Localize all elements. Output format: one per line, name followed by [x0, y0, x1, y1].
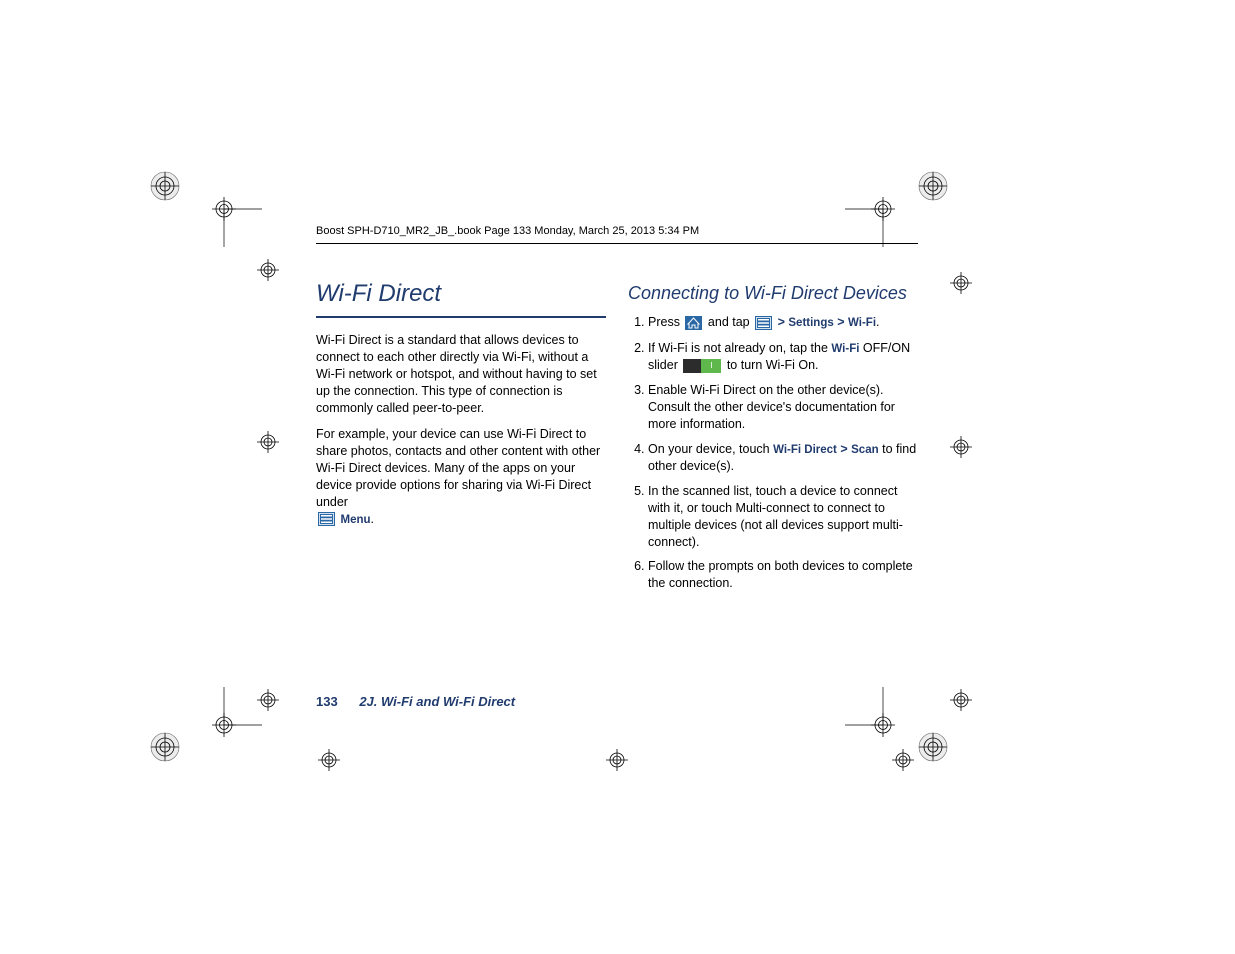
step2-c: to turn Wi-Fi On. [727, 358, 819, 372]
step4-b: > [840, 442, 851, 456]
footer-title: 2J. Wi-Fi and Wi-Fi Direct [359, 694, 515, 709]
registration-mark [309, 740, 349, 780]
step1-b: and tap [708, 315, 753, 329]
step1-settings: Settings [788, 317, 833, 329]
step2-a: If Wi-Fi is not already on, tap the [648, 341, 831, 355]
step1-d: > [837, 315, 848, 329]
title-underline [316, 316, 606, 318]
registration-mark [941, 680, 981, 720]
registration-mark [941, 427, 981, 467]
sub-title: Connecting to Wi-Fi Direct Devices [628, 283, 918, 304]
menu-label: Menu [340, 514, 370, 526]
registration-mark [248, 680, 288, 720]
content-area: Wi-Fi Direct Wi-Fi Direct is a standard … [316, 280, 918, 600]
step-4: On your device, touch Wi-Fi Direct > Sca… [648, 441, 918, 475]
step4-a: On your device, touch [648, 442, 773, 456]
step2-wifi: Wi-Fi [831, 343, 859, 355]
registration-mark [843, 685, 923, 765]
left-column: Wi-Fi Direct Wi-Fi Direct is a standard … [316, 280, 606, 600]
registration-mark [145, 166, 185, 206]
registration-mark [184, 685, 264, 765]
registration-mark [913, 727, 953, 767]
menu-icon-2 [755, 316, 772, 330]
registration-mark [597, 740, 637, 780]
section-title: Wi-Fi Direct [316, 280, 606, 310]
paragraph-example-a: For example, your device can use Wi-Fi D… [316, 427, 600, 509]
paragraph-example-b: . [371, 512, 374, 526]
registration-mark [184, 169, 264, 249]
paragraph-example: For example, your device can use Wi-Fi D… [316, 426, 606, 528]
slider-on: I [701, 359, 721, 373]
steps-list: Press and tap > Settings > Wi-Fi. If Wi-… [628, 314, 918, 592]
paragraph-intro: Wi-Fi Direct is a standard that allows d… [316, 332, 606, 416]
right-column: Connecting to Wi-Fi Direct Devices Press… [628, 280, 918, 600]
step1-c: > [778, 315, 789, 329]
menu-icon [318, 512, 335, 526]
slider-icon: I [683, 359, 721, 373]
footer: 133 2J. Wi-Fi and Wi-Fi Direct [316, 694, 515, 709]
step1-wifi: Wi-Fi [848, 317, 876, 329]
step1-a: Press [648, 315, 683, 329]
registration-mark [145, 727, 185, 767]
registration-mark [941, 263, 981, 303]
registration-mark [843, 169, 923, 249]
registration-mark [883, 740, 923, 780]
registration-mark [248, 422, 288, 462]
step1-e: . [876, 315, 879, 329]
step-3: Enable Wi-Fi Direct on the other device(… [648, 382, 918, 433]
step4-wfd: Wi-Fi Direct [773, 444, 837, 456]
step-1: Press and tap > Settings > Wi-Fi. [648, 314, 918, 332]
header-path: Boost SPH-D710_MR2_JB_.book Page 133 Mon… [316, 225, 699, 237]
registration-mark [913, 166, 953, 206]
step-5: In the scanned list, touch a device to c… [648, 483, 918, 551]
registration-mark [248, 250, 288, 290]
home-icon [685, 316, 702, 330]
step4-scan: Scan [851, 444, 879, 456]
step-6: Follow the prompts on both devices to co… [648, 558, 918, 592]
step-2: If Wi-Fi is not already on, tap the Wi-F… [648, 340, 918, 374]
footer-page-number: 133 [316, 694, 338, 709]
header-rule [316, 243, 918, 244]
